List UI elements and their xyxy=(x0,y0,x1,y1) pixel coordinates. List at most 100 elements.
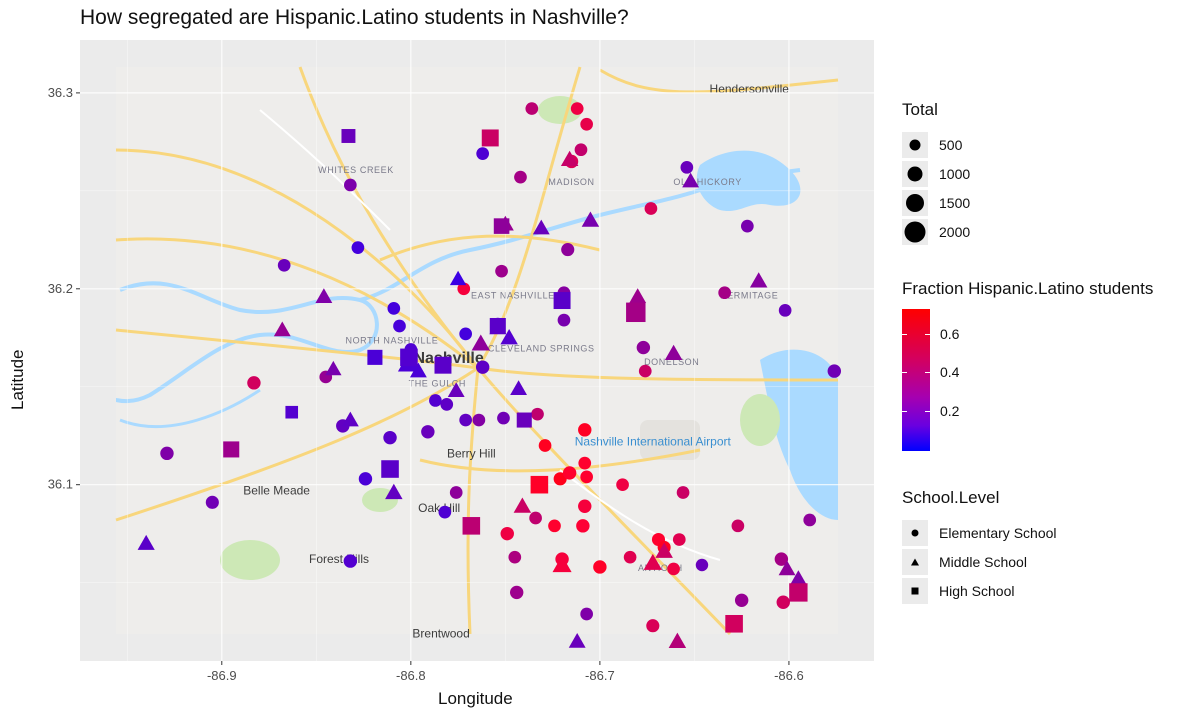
shape-legend: School.Level Elementary School Middle Sc… xyxy=(902,488,1057,605)
high-school-marker xyxy=(223,441,240,458)
middle-school-marker xyxy=(778,560,796,576)
shape-legend-item: Elementary School xyxy=(902,518,1057,547)
middle-school-marker xyxy=(560,150,579,167)
colorbar-tick xyxy=(902,334,930,335)
color-legend: Fraction Hispanic.Latino students 0.6 0.… xyxy=(902,279,1153,459)
middle-school-marker xyxy=(315,288,333,303)
elementary-school-marker xyxy=(343,554,358,568)
elementary-school-marker xyxy=(475,360,490,374)
elementary-school-marker xyxy=(676,486,690,499)
park-area xyxy=(538,96,582,124)
colorbar-gradient xyxy=(902,309,930,451)
size-legend: Total 500 1000 1500 2000 xyxy=(902,100,970,246)
basemap-label: Berry Hill xyxy=(447,446,496,460)
middle-school-marker xyxy=(513,497,532,513)
elementary-school-marker xyxy=(495,264,508,278)
park-area xyxy=(220,540,280,580)
basemap-label: DONELSON xyxy=(644,357,699,367)
elementary-school-marker xyxy=(562,466,577,480)
elementary-school-marker xyxy=(672,533,686,546)
road-line xyxy=(476,367,732,636)
high-school-marker xyxy=(367,349,383,365)
school-markers xyxy=(137,102,842,648)
y-axis-title: Latitude xyxy=(8,349,27,411)
middle-school-marker xyxy=(568,632,586,648)
elementary-school-marker xyxy=(429,394,442,407)
y-tick-label: 36.3 xyxy=(48,85,73,100)
elementary-school-marker xyxy=(578,423,592,437)
elementary-school-marker xyxy=(351,241,365,254)
middle-school-marker xyxy=(581,211,600,227)
high-school-marker xyxy=(530,475,549,494)
high-school-marker xyxy=(553,292,571,310)
elementary-school-marker xyxy=(578,456,592,470)
elementary-school-marker xyxy=(497,411,510,425)
elementary-school-marker xyxy=(776,595,790,609)
high-school-marker xyxy=(493,218,510,234)
middle-school-marker xyxy=(668,632,687,648)
middle-school-marker xyxy=(447,382,465,397)
elementary-school-marker xyxy=(580,117,593,131)
x-tick-label: -86.7 xyxy=(585,668,615,683)
basemap-label: Belle Meade xyxy=(243,483,310,497)
high-school-marker xyxy=(626,302,646,323)
elementary-school-marker xyxy=(644,202,658,215)
middle-school-marker xyxy=(682,172,700,188)
elementary-school-marker xyxy=(623,550,637,564)
elementary-school-marker xyxy=(538,439,552,452)
colorbar-tick xyxy=(902,372,930,373)
middle-school-marker xyxy=(643,553,662,570)
park-area xyxy=(740,394,780,446)
basemap-label: WHITES CREEK xyxy=(318,165,394,175)
elementary-school-marker xyxy=(509,585,524,600)
middle-school-marker xyxy=(629,288,647,303)
middle-school-marker xyxy=(500,329,518,345)
elementary-school-marker xyxy=(548,519,561,533)
x-axis-title: Longitude xyxy=(438,689,513,708)
elementary-school-marker xyxy=(561,243,575,257)
high-school-marker xyxy=(725,614,743,633)
elementary-school-marker xyxy=(778,303,792,317)
road-line xyxy=(115,237,479,370)
middle-school-marker xyxy=(449,270,467,286)
elementary-school-marker xyxy=(383,430,397,445)
elementary-school-marker xyxy=(525,102,539,115)
elementary-school-marker xyxy=(616,478,629,492)
elementary-school-marker xyxy=(680,160,694,174)
middle-school-marker xyxy=(532,219,550,235)
elementary-school-marker xyxy=(387,302,401,315)
elementary-school-marker xyxy=(514,170,527,184)
middle-school-marker xyxy=(664,344,683,361)
colorbar-label: 0.2 xyxy=(940,403,960,419)
elementary-school-marker xyxy=(508,550,522,564)
basemap-label: THE GULCH xyxy=(409,379,466,389)
elementary-school-marker xyxy=(580,607,593,621)
x-tick-label: -86.8 xyxy=(396,668,426,683)
elementary-school-marker xyxy=(440,398,454,411)
middle-school-marker xyxy=(471,334,490,351)
shape-legend-item: Middle School xyxy=(902,547,1057,576)
basemap-label: NORTH NASHVILLE xyxy=(345,336,438,346)
elementary-school-marker xyxy=(578,499,592,513)
x-tick-label: -86.6 xyxy=(774,668,804,683)
middle-school-marker xyxy=(552,555,572,573)
elementary-school-marker xyxy=(277,258,291,272)
elementary-school-marker xyxy=(476,147,490,160)
y-tick-label: 36.2 xyxy=(48,281,73,296)
chart-title: How segregated are Hispanic.Latino stude… xyxy=(80,6,629,29)
size-legend-item: 1500 xyxy=(902,188,970,217)
middle-school-marker xyxy=(655,542,673,558)
high-school-marker xyxy=(341,129,356,143)
road-line xyxy=(477,366,839,382)
axes: -86.9 -86.8 -86.7 -86.6 36.1 36.2 36.3 xyxy=(48,85,804,683)
high-school-marker xyxy=(489,317,506,335)
x-tick-label: -86.9 xyxy=(207,668,237,683)
size-legend-item: 500 xyxy=(902,130,970,159)
elementary-school-marker xyxy=(500,526,514,541)
colorbar-label: 0.6 xyxy=(940,326,960,342)
middle-school-marker xyxy=(385,483,403,500)
elementary-school-marker xyxy=(695,558,709,572)
size-legend-item: 2000 xyxy=(902,217,970,246)
color-legend-title: Fraction Hispanic.Latino students xyxy=(902,279,1154,298)
